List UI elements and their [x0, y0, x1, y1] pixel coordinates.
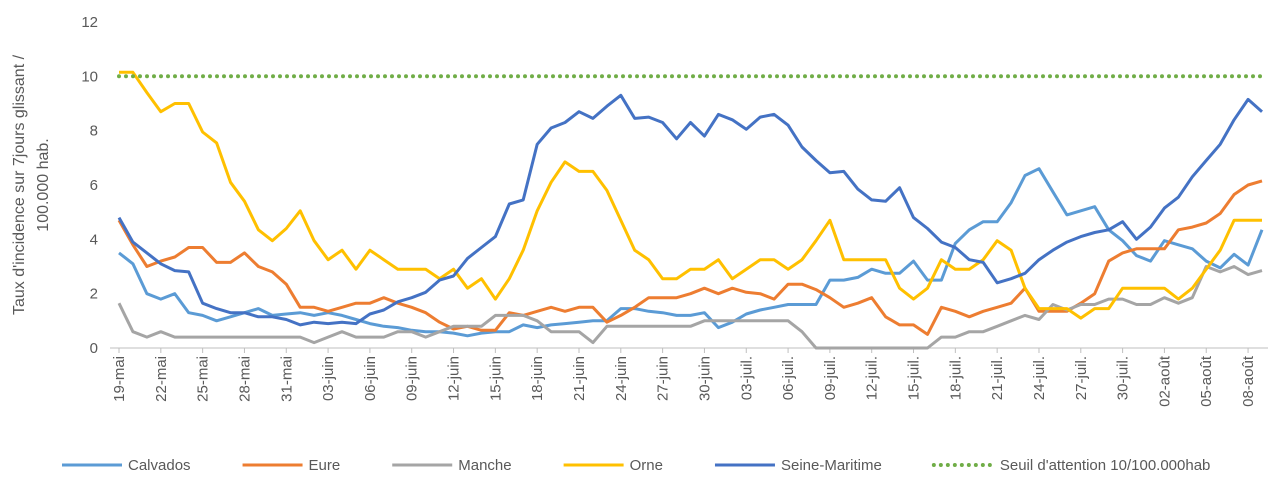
x-tick-label: 21-juin	[571, 356, 588, 401]
x-tick-label: 24-juin	[613, 356, 630, 401]
legend-label: Seine-Maritime	[781, 457, 882, 474]
x-tick-label: 27-juin	[655, 356, 672, 401]
x-tick-label: 02-août	[1156, 355, 1173, 407]
x-tick-label: 28-mai	[236, 356, 253, 402]
y-tick-label: 4	[90, 231, 98, 248]
legend-label: Eure	[309, 457, 341, 474]
legend-label: Manche	[458, 457, 511, 474]
legend-label: Seuil d'attention 10/100.000hab	[1000, 457, 1211, 474]
x-tick-label: 30-juin	[696, 356, 713, 401]
y-tick-label: 8	[90, 123, 98, 140]
x-tick-label: 12-juin	[446, 356, 463, 401]
x-tick-label: 06-juil.	[780, 356, 797, 400]
x-tick-label: 30-juil.	[1115, 356, 1132, 400]
x-tick-label: 27-juil.	[1073, 356, 1090, 400]
legend-label: Calvados	[128, 457, 191, 474]
x-tick-label: 15-juil.	[906, 356, 923, 400]
legend-label: Orne	[630, 457, 663, 474]
x-tick-label: 18-juin	[529, 356, 546, 401]
x-tick-label: 24-juil.	[1031, 356, 1048, 400]
x-tick-label: 12-juil.	[864, 356, 881, 400]
x-tick-label: 08-août	[1240, 355, 1257, 407]
legend: Calvados Eure Manche Orne Seine-Maritime Seui…	[62, 457, 1210, 474]
series-line	[117, 265, 1263, 350]
x-tick-label: 06-juin	[362, 356, 379, 401]
y-axis-title: 100.000 hab.	[35, 138, 52, 231]
x-tick-label: 18-juil.	[947, 356, 964, 400]
y-tick-label: 0	[90, 340, 98, 357]
series-line	[117, 93, 1263, 327]
x-tick-label: 19-mai	[111, 356, 128, 402]
series-line	[119, 70, 1262, 320]
x-tick-label: 09-juin	[404, 356, 421, 401]
series-line	[118, 167, 1264, 338]
x-tick-label: 21-juil.	[989, 356, 1006, 400]
y-axis-title: Taux d'incidence sur 7jours glissant /	[11, 54, 28, 315]
y-tick-label: 12	[81, 14, 98, 31]
x-tick-label: 05-août	[1198, 355, 1215, 407]
x-tick-label: 15-juin	[487, 356, 504, 401]
x-tick-label: 25-mai	[195, 356, 212, 402]
y-tick-label: 2	[90, 286, 98, 303]
x-tick-label: 03-juil.	[738, 356, 755, 400]
x-tick-label: 09-juil.	[822, 356, 839, 400]
y-tick-label: 6	[90, 177, 98, 194]
x-tick-label: 31-mai	[278, 356, 295, 402]
x-tick-label: 03-juin	[320, 356, 337, 401]
y-tick-label: 10	[81, 68, 98, 85]
x-tick-label: 22-mai	[153, 356, 170, 402]
